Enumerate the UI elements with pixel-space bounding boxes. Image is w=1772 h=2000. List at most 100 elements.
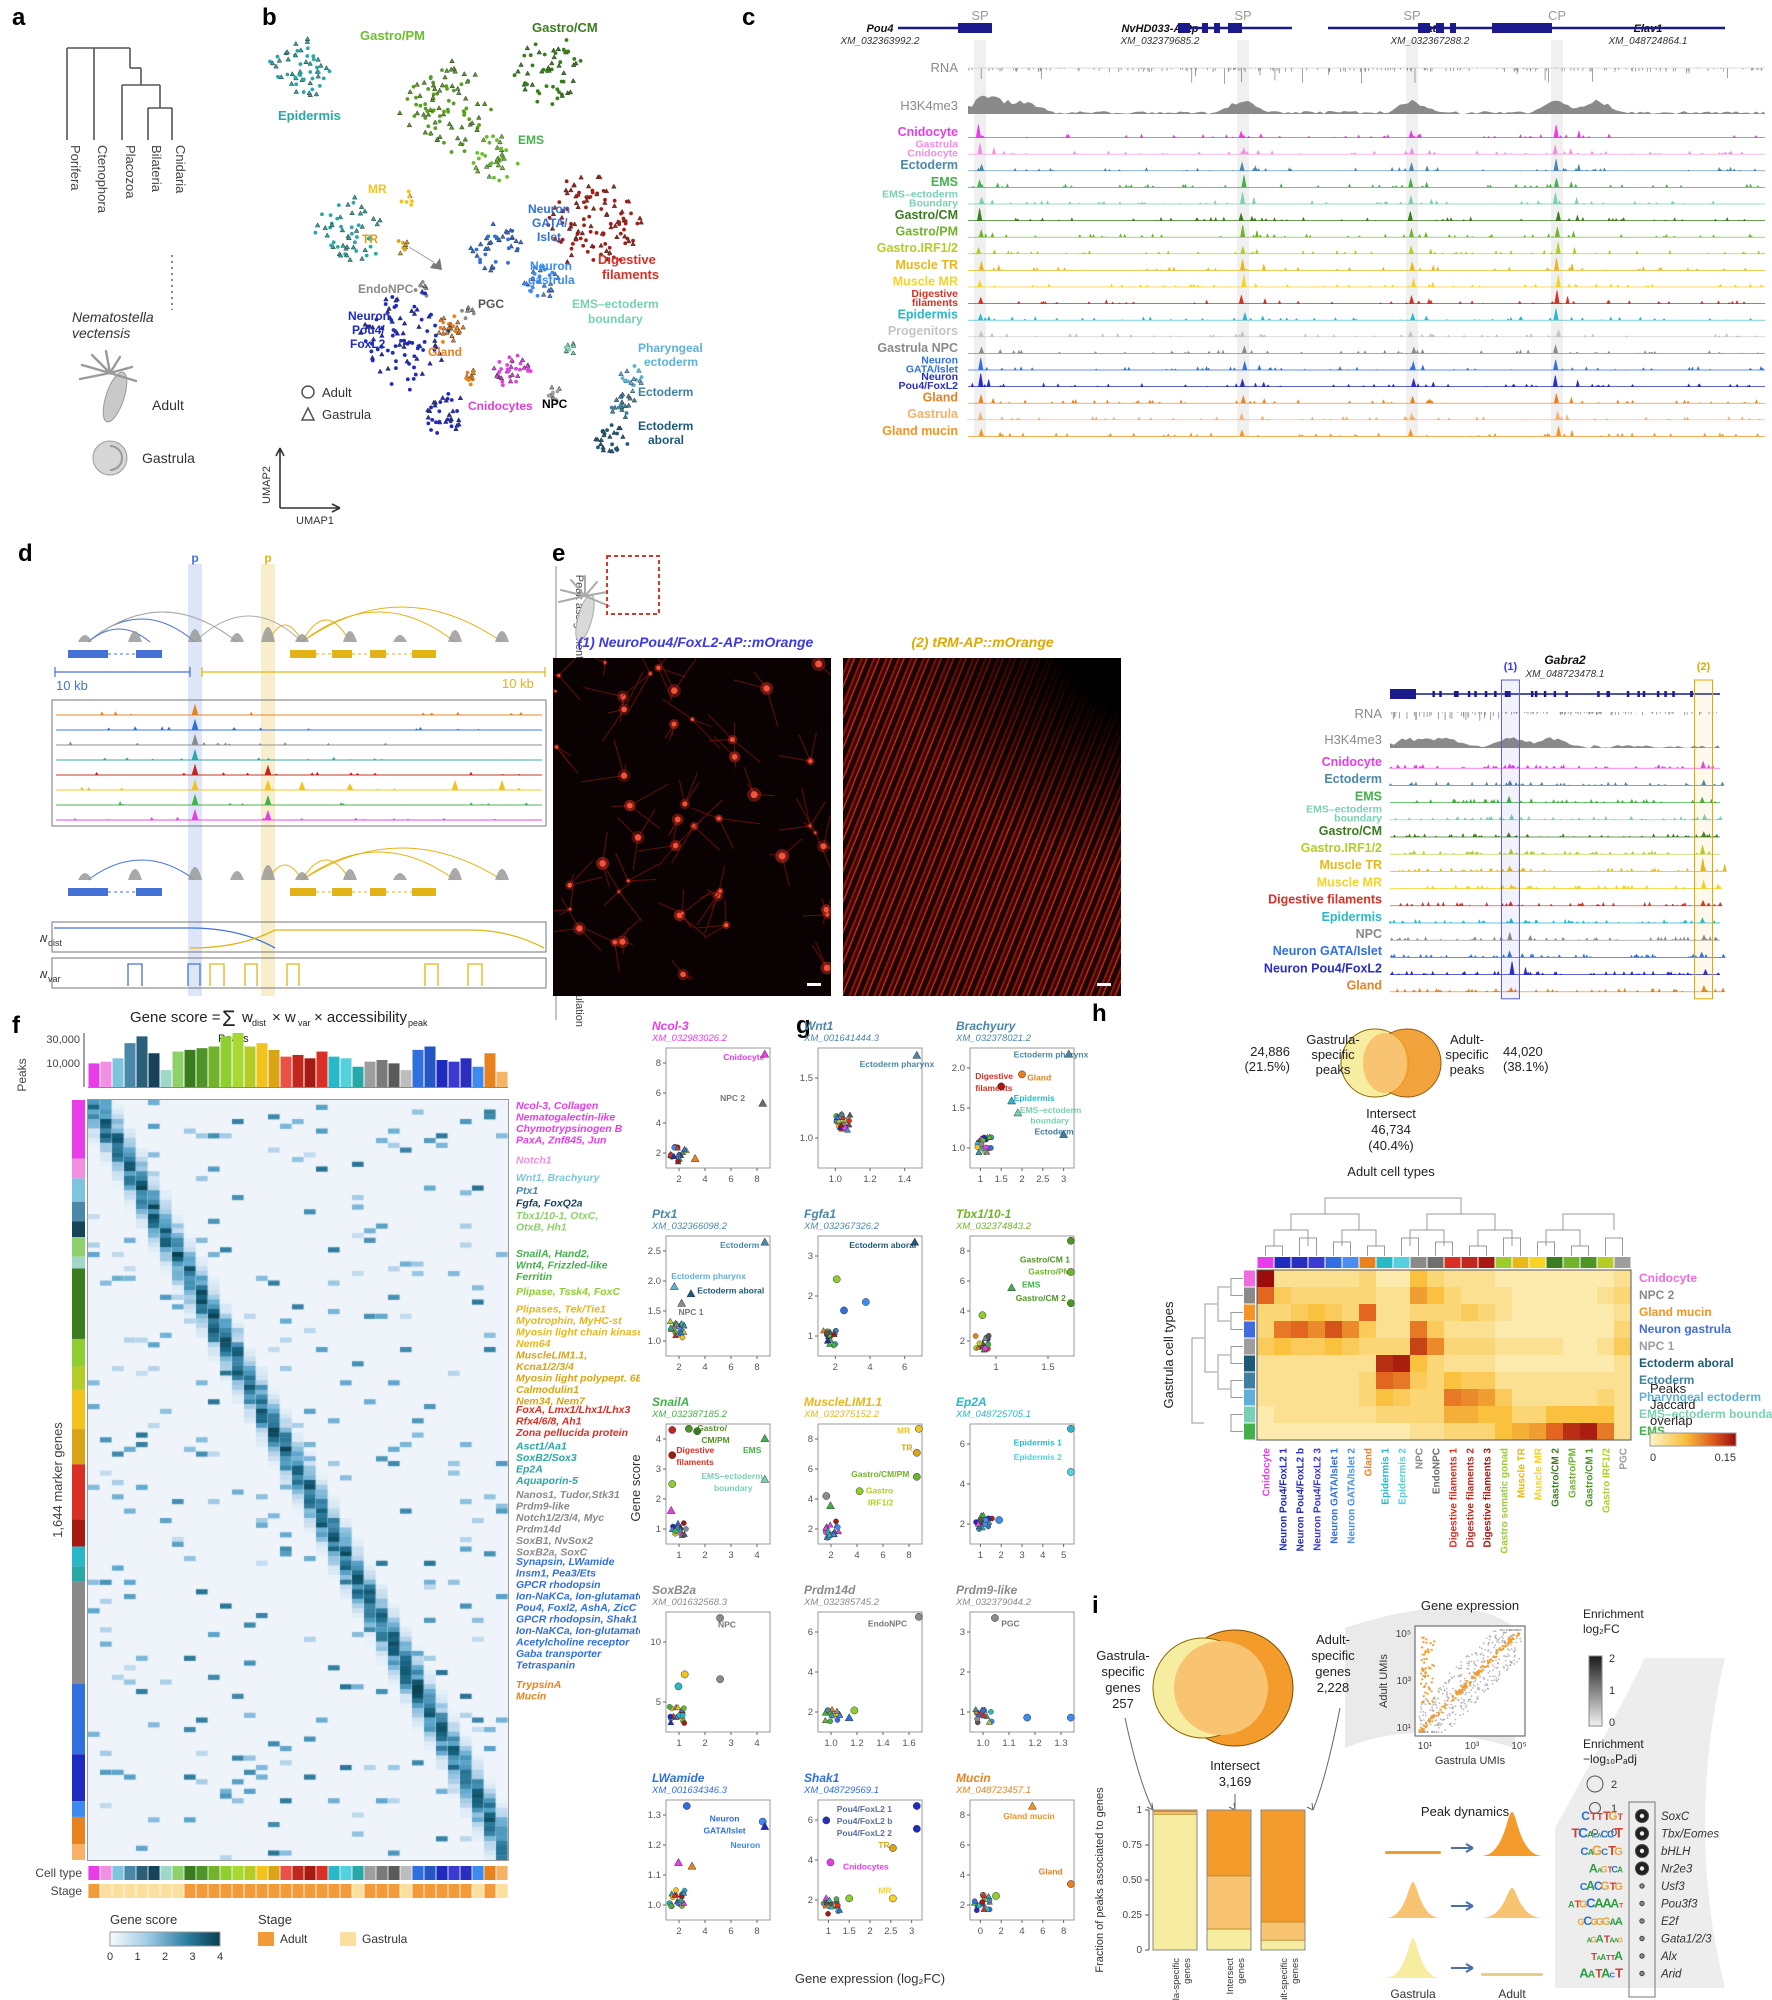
- data-point: [673, 1320, 680, 1328]
- scatter-orange: [1424, 1649, 1427, 1652]
- motif-logo-letter: T: [1610, 1881, 1617, 1893]
- scatter-gray: [1510, 1644, 1512, 1646]
- scatter-orange: [1430, 1648, 1433, 1651]
- cell-dot: [423, 102, 428, 107]
- motif-logo-letter: G: [1614, 1881, 1623, 1893]
- stage-chip: [268, 1884, 280, 1898]
- annotation: TR: [901, 1442, 912, 1452]
- scatter-gray: [1510, 1648, 1513, 1651]
- cell-dot: [509, 371, 516, 377]
- gene-exon: [1450, 23, 1456, 33]
- cell-dot: [430, 417, 435, 422]
- y-tick: 1: [808, 1331, 813, 1342]
- cell-dot: [449, 398, 454, 402]
- scatter-plot: Ncol-3XM_032983026.22 4 6 82468CnidocyteNPC…: [651, 1019, 771, 1185]
- cell-dot: [435, 431, 440, 435]
- scatter-orange: [1463, 1683, 1466, 1686]
- cell-dot: [486, 173, 492, 179]
- peaks-bar: [160, 1070, 172, 1087]
- panel-i-dynamics: Gastrula-specific genes 257 Adult-specific g…: [1085, 1598, 1772, 2000]
- col-chip: [1359, 1257, 1376, 1268]
- x-tick: 2: [999, 1550, 1004, 1561]
- annotation: Cnidocytes: [843, 1862, 889, 1872]
- annotation: NPC 1: [678, 1307, 703, 1317]
- cell-dot: [412, 304, 417, 309]
- scatter-orange: [1479, 1670, 1482, 1673]
- cell-dot: [426, 421, 431, 426]
- venn-left-pct: (21.5%): [1244, 1059, 1290, 1074]
- cell-dot: [550, 391, 555, 396]
- track-label: NPC: [1356, 927, 1382, 941]
- bar-cat-label: genes: [1236, 1958, 1247, 1984]
- data-point: [679, 1334, 686, 1341]
- cell-dot: [612, 198, 617, 203]
- cell-dot: [399, 338, 403, 343]
- gastrula-inner: [109, 445, 123, 471]
- track-label: Gland mucin: [882, 424, 958, 438]
- highlight-point: [760, 1237, 770, 1246]
- motif-logo-letter: C: [1610, 1971, 1616, 1980]
- scatter-orange: [1432, 1664, 1436, 1667]
- wvar-box: [51, 957, 547, 989]
- wdist-yellow: [189, 929, 545, 949]
- data-point: [826, 1340, 833, 1347]
- neurite: [798, 734, 811, 762]
- umap-cluster: [546, 384, 562, 403]
- cell-dot: [393, 344, 398, 348]
- micrograph-neurons: [553, 658, 831, 996]
- y-tick: 4: [656, 1118, 661, 1129]
- heatmap-cell: [1325, 1372, 1342, 1389]
- annotation: Gastro/CM 1: [1020, 1254, 1070, 1264]
- motif-logo-letter: A: [1597, 1833, 1602, 1840]
- cluster-label: gastrula: [528, 273, 575, 287]
- cell-dot: [298, 73, 303, 77]
- cell-dot: [459, 124, 465, 130]
- scatter-gray: [1496, 1666, 1499, 1669]
- x-tick: 1.2: [863, 1174, 876, 1185]
- cell-dot: [285, 72, 290, 77]
- highlight-point: [685, 1424, 693, 1433]
- heatmap-cell: [1274, 1389, 1291, 1406]
- plot-accession: XM_032367326.2: [803, 1221, 880, 1232]
- cell-dot: [582, 223, 586, 228]
- cell-dot: [617, 220, 621, 225]
- x-tick: 1.0: [829, 1174, 842, 1185]
- cell-dot: [635, 221, 640, 226]
- scatter-gray: [1478, 1688, 1481, 1691]
- scatter-orange: [1423, 1661, 1426, 1664]
- gene-exon-tick: [1656, 691, 1660, 697]
- scatter-gray: [1443, 1699, 1446, 1702]
- neurite: [628, 878, 657, 882]
- cell-dot: [486, 234, 491, 239]
- heatmap-cell: [1308, 1372, 1325, 1389]
- cell-dot: [345, 201, 351, 207]
- cell-dot: [414, 81, 420, 87]
- neurite: [553, 673, 559, 676]
- scatter-grid-svg: Ncol-3XM_032983026.22 4 6 82468CnidocyteNPC…: [628, 1019, 1089, 1986]
- plot-frame: [665, 1611, 771, 1733]
- annotation: Gastro/PM: [1028, 1266, 1071, 1276]
- cell-dot: [631, 375, 637, 381]
- data-point: [972, 1333, 979, 1339]
- scatter-gray: [1443, 1718, 1445, 1721]
- annotation: EMS–ectoderm: [701, 1471, 763, 1481]
- gene-exon: [1178, 23, 1190, 33]
- browser-svg: SP SP SP CPPou4XM_032363992.2NvHD033-AntpXM…: [840, 8, 1765, 438]
- heatmap-cell: [1461, 1338, 1478, 1355]
- plot-accession: XM_032378021.2: [955, 1033, 1032, 1044]
- data-point: [974, 1716, 980, 1722]
- tentacle: [108, 371, 138, 383]
- heatmap-cell: [1580, 1355, 1597, 1372]
- cell-dot: [464, 307, 471, 313]
- scatter-gray: [1418, 1731, 1421, 1733]
- cell-dot: [448, 416, 454, 422]
- y-tick: 3: [656, 1464, 661, 1475]
- scatter-gray: [1447, 1697, 1450, 1700]
- motif-logo-letter: A: [1597, 1868, 1602, 1875]
- x-tick: 6: [728, 1362, 733, 1373]
- cell-dot: [295, 48, 300, 53]
- stage-chip: [208, 1884, 220, 1898]
- marker-gene-label: Calmodulin1: [516, 1384, 579, 1396]
- track-label: Gastro/PM: [895, 225, 958, 239]
- cell-dot: [436, 350, 443, 356]
